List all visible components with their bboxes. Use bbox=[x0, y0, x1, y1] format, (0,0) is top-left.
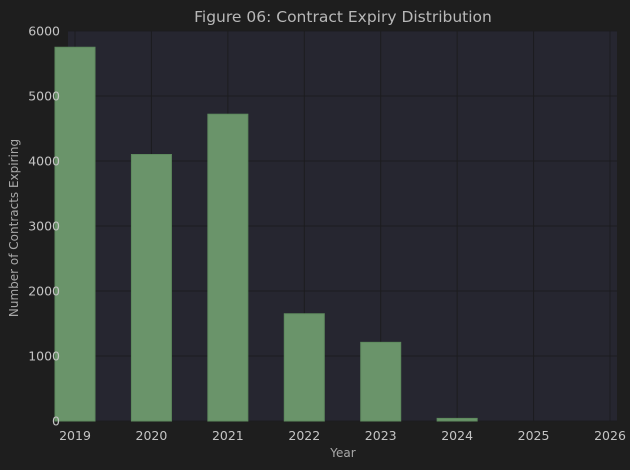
x-tick-label: 2023 bbox=[365, 428, 397, 443]
y-tick-label: 5000 bbox=[28, 89, 60, 104]
y-tick-label: 2000 bbox=[28, 284, 60, 299]
y-tick-labels: 0 1000 2000 3000 4000 5000 6000 bbox=[28, 24, 60, 429]
y-tick-label: 4000 bbox=[28, 154, 60, 169]
bar-layer bbox=[54, 46, 478, 422]
x-tick-label: 2019 bbox=[59, 428, 91, 443]
x-tick-label: 2020 bbox=[136, 428, 168, 443]
bar-2023 bbox=[360, 341, 402, 422]
x-tick-label: 2022 bbox=[288, 428, 320, 443]
x-tick-label: 2025 bbox=[518, 428, 550, 443]
x-tick-label: 2021 bbox=[212, 428, 244, 443]
chart-title: Figure 06: Contract Expiry Distribution bbox=[194, 8, 492, 26]
x-axis-label: Year bbox=[329, 446, 355, 460]
bar-2021 bbox=[207, 113, 249, 422]
y-tick-label: 1000 bbox=[28, 349, 60, 364]
y-tick-label: 0 bbox=[52, 414, 60, 429]
x-tick-labels: 2019 2020 2021 2022 2023 2024 2025 2026 bbox=[59, 428, 626, 443]
y-tick-label: 3000 bbox=[28, 219, 60, 234]
y-tick-label: 6000 bbox=[28, 24, 60, 39]
bar-2019 bbox=[54, 46, 96, 422]
bar-2020 bbox=[130, 154, 172, 422]
x-tick-label: 2024 bbox=[441, 428, 473, 443]
bar-2022 bbox=[283, 313, 325, 422]
x-tick-label: 2026 bbox=[594, 428, 626, 443]
y-axis-label: Number of Contracts Expiring bbox=[7, 139, 21, 317]
bar-2024 bbox=[436, 417, 478, 422]
